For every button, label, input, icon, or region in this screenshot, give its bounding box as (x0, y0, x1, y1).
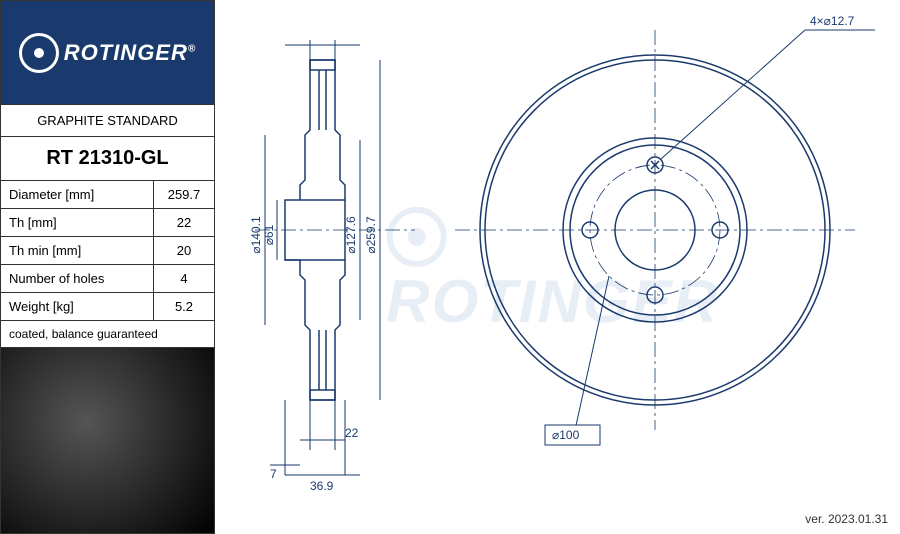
brand-logo: ROTINGER® (0, 0, 215, 105)
spec-value: 4 (154, 265, 214, 292)
spec-row: Number of holes 4 (0, 265, 215, 293)
part-number: RT 21310-GL (0, 137, 215, 181)
svg-text:⌀61: ⌀61 (262, 224, 276, 245)
spec-row: Weight [kg] 5.2 (0, 293, 215, 321)
standard-label: GRAPHITE STANDARD (0, 105, 215, 137)
spec-value: 259.7 (154, 181, 214, 208)
svg-text:⌀140.1: ⌀140.1 (249, 216, 263, 254)
note: coated, balance guaranteed (0, 321, 215, 348)
svg-text:4×⌀12.7: 4×⌀12.7 (810, 14, 855, 28)
spec-row: Th [mm] 22 (0, 209, 215, 237)
brand-text: ROTINGER (64, 40, 188, 65)
front-view: 4×⌀12.7 ⌀100 (455, 14, 875, 445)
spec-row: Th min [mm] 20 (0, 237, 215, 265)
svg-text:7: 7 (270, 467, 277, 481)
product-image (0, 348, 215, 534)
version-label: ver. 2023.01.31 (805, 512, 888, 526)
spec-label: Th min [mm] (1, 237, 154, 264)
spec-row: Diameter [mm] 259.7 (0, 181, 215, 209)
svg-text:22: 22 (345, 426, 359, 440)
spec-label: Number of holes (1, 265, 154, 292)
spec-label: Th [mm] (1, 209, 154, 236)
spec-panel: ROTINGER® GRAPHITE STANDARD RT 21310-GL … (0, 0, 215, 534)
svg-text:⌀259.7: ⌀259.7 (364, 216, 378, 254)
svg-text:36.9: 36.9 (310, 479, 334, 493)
technical-drawing: ROTINGER (215, 0, 900, 534)
spec-value: 20 (154, 237, 214, 264)
svg-text:⌀127.6: ⌀127.6 (344, 216, 358, 254)
spec-value: 5.2 (154, 293, 214, 320)
spec-value: 22 (154, 209, 214, 236)
svg-text:⌀100: ⌀100 (552, 428, 580, 442)
spec-label: Weight [kg] (1, 293, 154, 320)
side-view: ⌀140.1 ⌀61 ⌀127.6 ⌀259.7 22 7 (249, 40, 415, 493)
spec-label: Diameter [mm] (1, 181, 154, 208)
